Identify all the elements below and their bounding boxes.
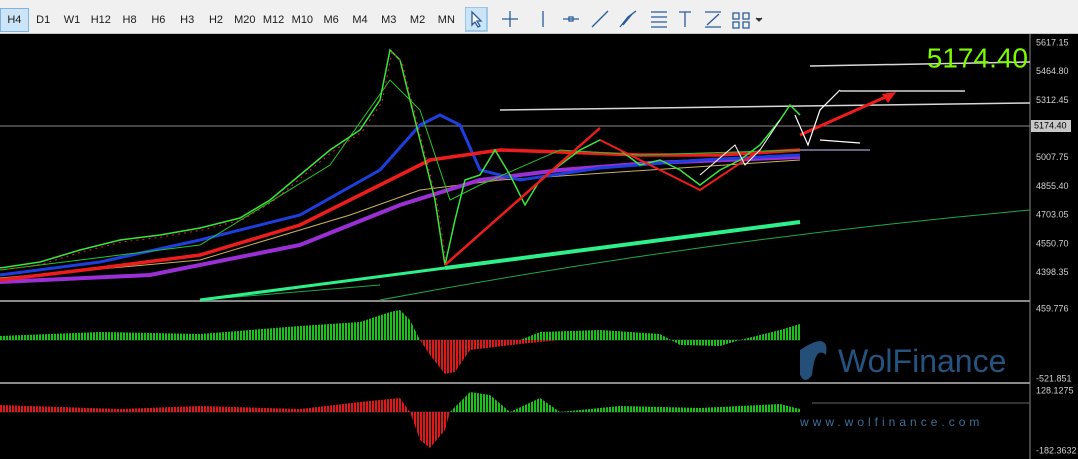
price-axis-label: 5312.45 <box>1036 95 1069 105</box>
price-tag-label: 5174.40 <box>1034 120 1067 130</box>
indicator-axis-label: -182.3632 <box>1036 445 1077 455</box>
timeframe-button[interactable]: M4 <box>352 13 368 26</box>
timeframes: H4 D1 W1 H12 H8 H6 H3 H2 M20 M12 M10 M6 M4 M3 M2 MN <box>0 7 461 33</box>
toolbar: H4 D1 W1 H12 H8 H6 H3 H2 M20 M12 M10 M6 M4 M3 M2 MN <box>0 0 1078 34</box>
watermark-brand: WolFinance <box>838 343 1006 379</box>
price-axis-label: 5464.80 <box>1036 66 1069 76</box>
price-axis-label: 5617.15 <box>1036 37 1069 47</box>
timeframe-button[interactable]: M6 <box>323 13 339 26</box>
timeframe-button[interactable]: D1 <box>36 13 51 26</box>
price-axis-label: 4550.70 <box>1036 238 1069 248</box>
price-axis-label: 4855.40 <box>1036 181 1069 191</box>
indicator-axis-label: 128.1275 <box>1036 385 1074 395</box>
timeframe-button[interactable]: H8 <box>122 13 137 26</box>
timeframe-button[interactable]: H12 <box>90 13 111 26</box>
axes: 5617.15 5464.80 5312.45 5007.75 4855.40 4703.… <box>1036 37 1077 455</box>
price-axis-label: 5007.75 <box>1036 152 1069 162</box>
price-axis-label: 4703.05 <box>1036 210 1069 220</box>
timeframe-button[interactable]: M20 <box>234 13 256 26</box>
indicator-axis-label: 459.776 <box>1036 303 1069 313</box>
timeframe-button[interactable]: M3 <box>381 13 397 26</box>
current-price-big: 5174.40 <box>927 42 1028 73</box>
timeframe-button[interactable]: H4 <box>0 7 29 32</box>
timeframe-button[interactable]: M10 <box>291 13 314 26</box>
watermark-url: www.wolfinance.com <box>799 415 983 429</box>
indicator-axis-label: -521.851 <box>1036 373 1072 383</box>
timeframe-button[interactable]: M12 <box>262 13 285 26</box>
timeframe-button[interactable]: H6 <box>151 13 166 26</box>
timeframe-button[interactable]: H2 <box>208 13 223 26</box>
timeframe-button[interactable]: MN <box>437 13 455 26</box>
price-tag <box>1031 120 1071 132</box>
drawing-tools <box>465 7 763 32</box>
timeframe-button[interactable]: W1 <box>63 13 81 26</box>
timeframe-button[interactable]: M2 <box>409 13 426 26</box>
price-axis-label: 4398.35 <box>1036 267 1069 277</box>
timeframe-button[interactable]: H3 <box>180 13 195 26</box>
